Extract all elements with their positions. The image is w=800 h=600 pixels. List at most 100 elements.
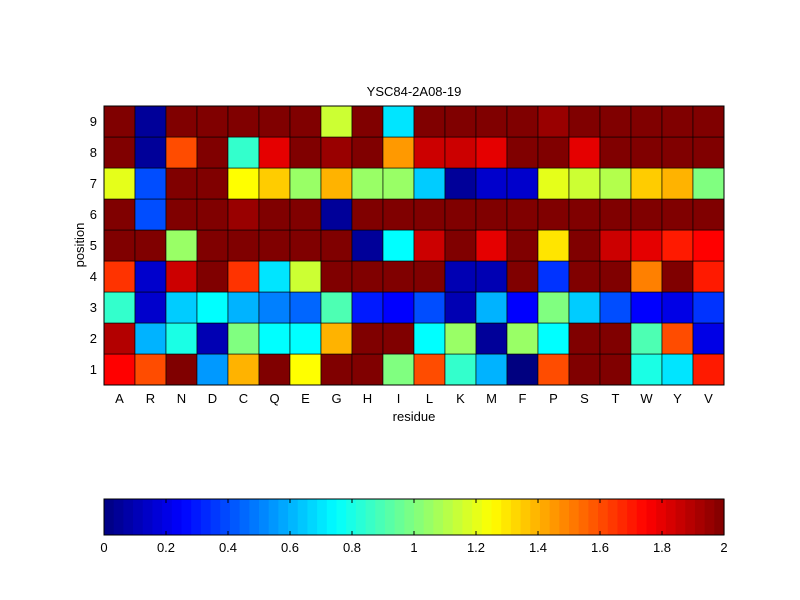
colorbar-tick-label: 1: [410, 540, 417, 555]
heatmap-cell-H-6: [351, 198, 384, 231]
heatmap-cell-M-8: [475, 136, 508, 169]
heatmap-cell-T-7: [599, 167, 632, 200]
heatmap-cell-F-5: [506, 229, 539, 262]
y-tick-labels: 1 2 3 4 5 6 7 8 9: [90, 114, 97, 377]
x-tick-label: C: [239, 391, 248, 406]
y-tick-label: 5: [90, 238, 97, 253]
heatmap-cell-T-9: [599, 105, 632, 138]
heatmap-cell-Y-2: [661, 322, 694, 355]
heatmap-cell-C-9: [227, 105, 260, 138]
heatmap-cell-N-3: [165, 291, 198, 324]
x-tick-label: K: [456, 391, 465, 406]
heatmap-cell-R-2: [134, 322, 167, 355]
heatmap-cell-N-1: [165, 353, 198, 386]
colorbar-segment: [346, 499, 357, 535]
heatmap-cell-W-9: [630, 105, 663, 138]
heatmap-cell-N-9: [165, 105, 198, 138]
heatmap-cell-H-7: [351, 167, 384, 200]
x-tick-label: I: [397, 391, 401, 406]
colorbar-segment: [665, 499, 677, 535]
colorbar-segment: [414, 499, 425, 535]
colorbar-segment: [336, 499, 347, 535]
colorbar-segment: [646, 499, 657, 535]
y-tick-label: 6: [90, 207, 97, 222]
colorbar-segment: [607, 499, 619, 535]
heatmap-cell-R-5: [134, 229, 167, 262]
heatmap-cell-S-4: [568, 260, 601, 293]
y-tick-label: 3: [90, 300, 97, 315]
colorbar-segment: [481, 499, 493, 535]
y-tick-label: 1: [90, 362, 97, 377]
heatmap-cell-E-6: [289, 198, 322, 231]
heatmap-cell-T-6: [599, 198, 632, 231]
heatmap-cell-A-6: [103, 198, 136, 231]
heatmap-cell-V-3: [692, 291, 725, 324]
colorbar-segment: [617, 499, 628, 535]
colorbar-tick-label: 1.8: [653, 540, 671, 555]
heatmap-cell-V-6: [692, 198, 725, 231]
heatmap-cell-K-9: [444, 105, 477, 138]
colorbar-segment: [104, 499, 115, 535]
heatmap-cell-P-2: [537, 322, 570, 355]
heatmap-cell-E-5: [289, 229, 322, 262]
heatmap-cell-I-1: [382, 353, 415, 386]
y-tick-label: 4: [90, 269, 97, 284]
heatmap-cell-M-3: [475, 291, 508, 324]
heatmap-cell-M-5: [475, 229, 508, 262]
heatmap-cells: [103, 105, 725, 386]
heatmap-cell-K-8: [444, 136, 477, 169]
colorbar-tick-labels: 0 0.2 0.4 0.6 0.8 1 1.2 1.4 1.6 1.8 2: [100, 499, 728, 555]
heatmap-cell-P-6: [537, 198, 570, 231]
heatmap-cell-Y-9: [661, 105, 694, 138]
heatmap-cell-H-2: [351, 322, 384, 355]
heatmap-cell-C-2: [227, 322, 260, 355]
x-tick-label: T: [612, 391, 620, 406]
heatmap-cell-Q-5: [258, 229, 291, 262]
colorbar-segment: [510, 499, 522, 535]
heatmap-cell-F-6: [506, 198, 539, 231]
heatmap-cell-I-2: [382, 322, 415, 355]
x-tick-label: S: [580, 391, 589, 406]
heatmap-cell-E-1: [289, 353, 322, 386]
heatmap-cell-M-9: [475, 105, 508, 138]
heatmap-cell-R-9: [134, 105, 167, 138]
y-tick-label: 9: [90, 114, 97, 129]
colorbar-segment: [200, 499, 212, 535]
colorbar-segment: [694, 499, 706, 535]
y-axis-label: position: [72, 223, 87, 268]
heatmap-cell-Q-8: [258, 136, 291, 169]
y-tick-label: 2: [90, 331, 97, 346]
chart-title: YSC84-2A08-19: [367, 84, 462, 99]
colorbar-segment: [239, 499, 250, 535]
heatmap-cell-E-7: [289, 167, 322, 200]
heatmap-cell-E-2: [289, 322, 322, 355]
x-tick-label: Y: [673, 391, 682, 406]
heatmap-cell-Q-1: [258, 353, 291, 386]
heatmap-cell-S-5: [568, 229, 601, 262]
heatmap-cell-L-6: [413, 198, 446, 231]
heatmap-cell-P-3: [537, 291, 570, 324]
heatmap-cell-F-7: [506, 167, 539, 200]
heatmap-cell-Q-6: [258, 198, 291, 231]
heatmap-cell-M-4: [475, 260, 508, 293]
heatmap-cell-G-6: [320, 198, 353, 231]
heatmap-cell-H-9: [351, 105, 384, 138]
heatmap-cell-E-8: [289, 136, 322, 169]
x-tick-label: D: [208, 391, 217, 406]
plot-frame: [103, 105, 725, 386]
heatmap-cell-K-7: [444, 167, 477, 200]
heatmap-cell-R-6: [134, 198, 167, 231]
heatmap-cell-E-4: [289, 260, 322, 293]
heatmap-cell-W-1: [630, 353, 663, 386]
heatmap-cell-F-8: [506, 136, 539, 169]
colorbar-segment: [714, 499, 725, 535]
heatmap-cell-S-8: [568, 136, 601, 169]
heatmap-cell-L-9: [413, 105, 446, 138]
colorbar-segment: [530, 499, 541, 535]
heatmap-cell-R-1: [134, 353, 167, 386]
heatmap-cell-W-4: [630, 260, 663, 293]
colorbar-segment: [326, 499, 338, 535]
heatmap-cell-M-7: [475, 167, 508, 200]
